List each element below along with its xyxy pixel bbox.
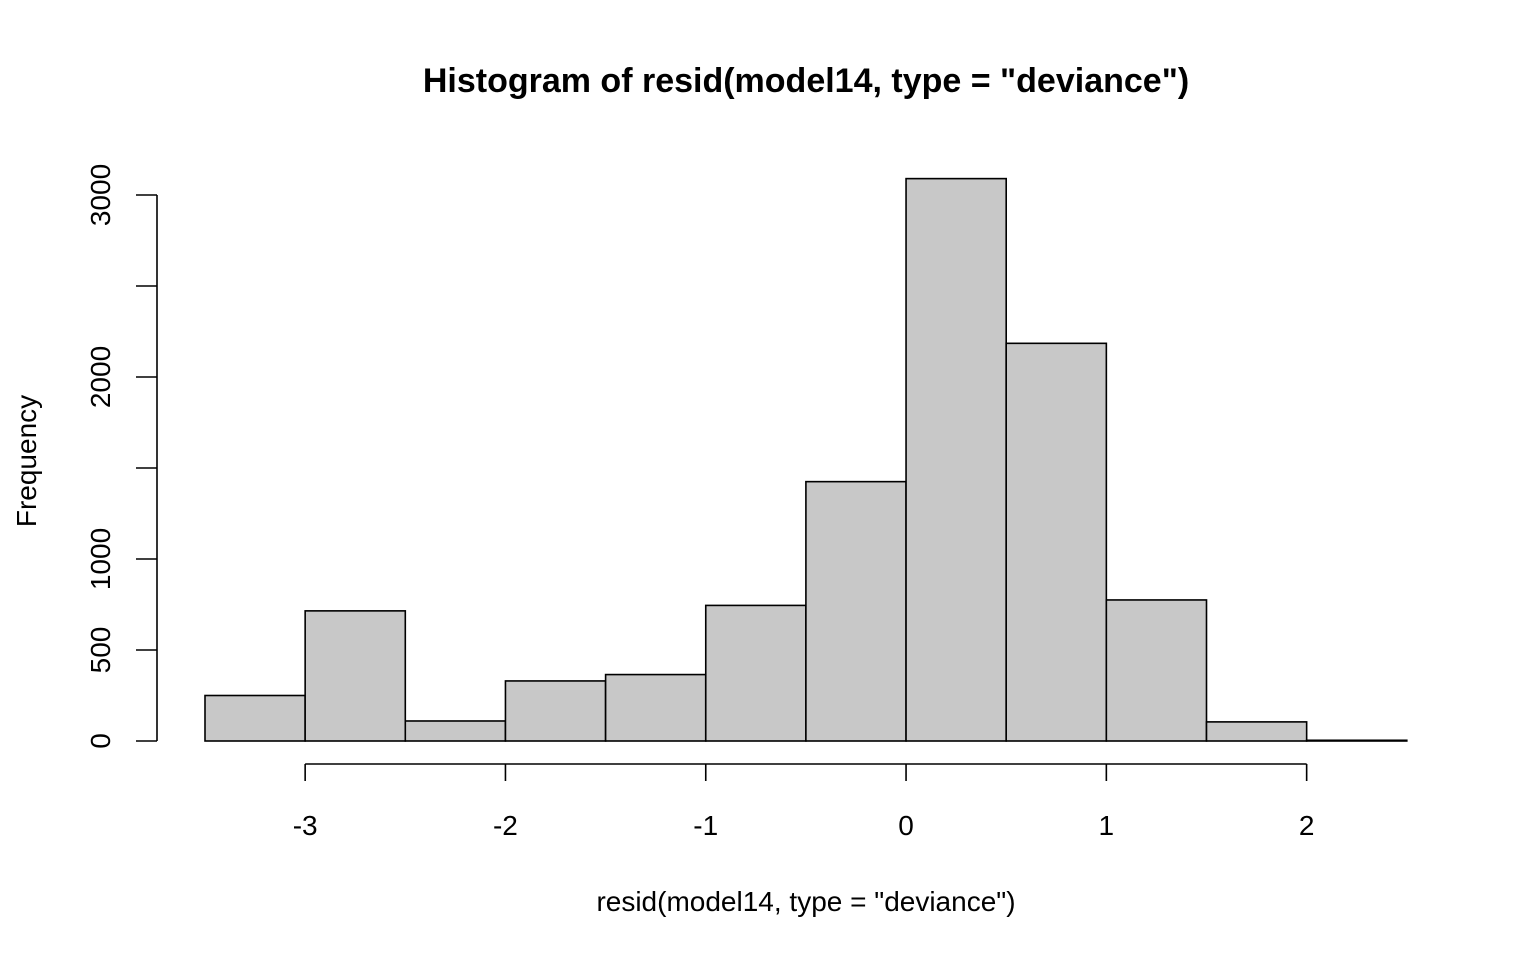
x-tick-label-3: 0 [898,810,914,841]
histogram-bar-9 [1105,599,1208,742]
histogram-bar-8 [1005,342,1108,742]
histogram-bar-0 [204,694,306,742]
histogram-bar-1 [304,610,407,742]
x-tick-label-4: 1 [1099,810,1115,841]
y-axis: 0 500 1000 2000 3000 [85,164,158,749]
histogram-bar-5 [704,604,807,742]
histogram-bar-2 [404,720,507,742]
y-tick-label-6: 3000 [85,164,116,226]
y-tick-label-1: 500 [85,627,116,674]
chart-title: Histogram of resid(model14, type = "devi… [423,62,1189,100]
histogram-bar-10 [1205,721,1308,742]
y-tick-label-2: 1000 [85,528,116,590]
histogram-bar-6 [805,480,907,742]
histogram-bar-4 [604,673,707,742]
x-axis-label: resid(model14, type = "deviance") [596,886,1015,917]
x-tick-label-2: -1 [693,810,718,841]
x-tick-label-1: -2 [493,810,518,841]
histogram-bar-7 [905,177,1007,742]
x-axis: -3 -2 -1 0 1 2 [293,763,1315,841]
x-tick-label-0: -3 [293,810,318,841]
histogram-bar-3 [504,680,607,742]
x-tick-label-5: 2 [1299,810,1315,841]
histogram-bar-11 [1305,739,1408,742]
y-axis-label: Frequency [11,395,42,527]
y-tick-label-0: 0 [85,733,116,749]
bars-group [204,177,1408,742]
y-tick-label-4: 2000 [85,346,116,408]
